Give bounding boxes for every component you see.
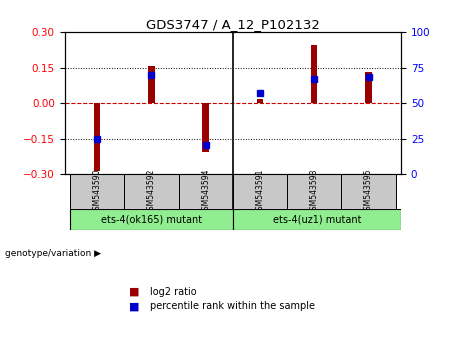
Bar	[365, 72, 372, 103]
Title: GDS3747 / A_12_P102132: GDS3747 / A_12_P102132	[146, 18, 320, 31]
Bar	[148, 65, 154, 103]
Text: GSM543595: GSM543595	[364, 169, 373, 215]
Bar	[287, 175, 341, 209]
Text: log2 ratio: log2 ratio	[150, 287, 196, 297]
Bar	[124, 175, 178, 209]
Text: ets-4(ok165) mutant: ets-4(ok165) mutant	[101, 215, 202, 224]
Bar	[70, 175, 124, 209]
Bar	[70, 209, 233, 230]
Text: genotype/variation ▶: genotype/variation ▶	[5, 249, 100, 258]
Text: GSM543593: GSM543593	[310, 169, 319, 215]
Text: ■: ■	[129, 287, 140, 297]
Bar	[233, 175, 287, 209]
Bar	[178, 175, 233, 209]
Text: GSM543591: GSM543591	[255, 169, 265, 215]
Text: ■: ■	[129, 301, 140, 311]
Text: GSM543592: GSM543592	[147, 169, 156, 215]
Bar	[94, 103, 100, 171]
Bar	[202, 103, 209, 152]
Text: percentile rank within the sample: percentile rank within the sample	[150, 301, 315, 311]
Bar	[341, 175, 396, 209]
Text: GSM543594: GSM543594	[201, 169, 210, 215]
Text: ets-4(uz1) mutant: ets-4(uz1) mutant	[273, 215, 361, 224]
Bar	[311, 45, 318, 103]
Bar	[257, 99, 263, 103]
Text: GSM543590: GSM543590	[93, 169, 101, 215]
Bar	[233, 209, 401, 230]
